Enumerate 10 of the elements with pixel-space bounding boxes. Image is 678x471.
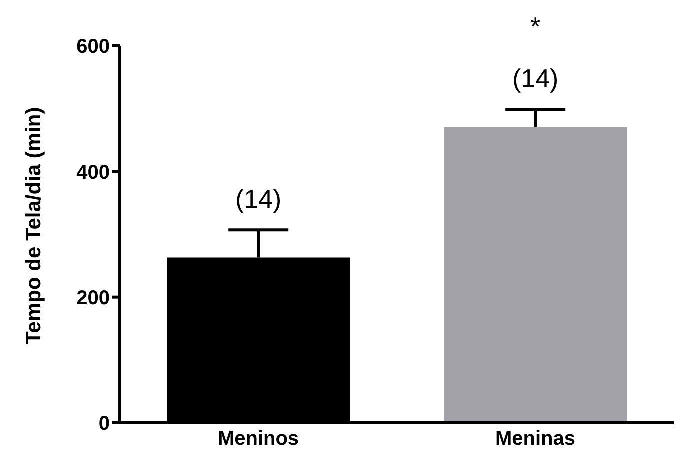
- y-tick-label: 200: [76, 287, 110, 310]
- y-axis-title: Tempo de Tela/dia (min): [22, 107, 46, 344]
- x-tick-label: Meninas: [495, 428, 576, 450]
- x-tick-label: Meninos: [218, 428, 300, 450]
- y-tick-label: 400: [76, 162, 110, 184]
- annotation: (14): [512, 63, 559, 94]
- annotation: (14): [235, 184, 282, 214]
- text: *: [530, 11, 541, 42]
- y-tick-label: 0: [98, 413, 110, 436]
- y-tick-label: 600: [76, 36, 110, 58]
